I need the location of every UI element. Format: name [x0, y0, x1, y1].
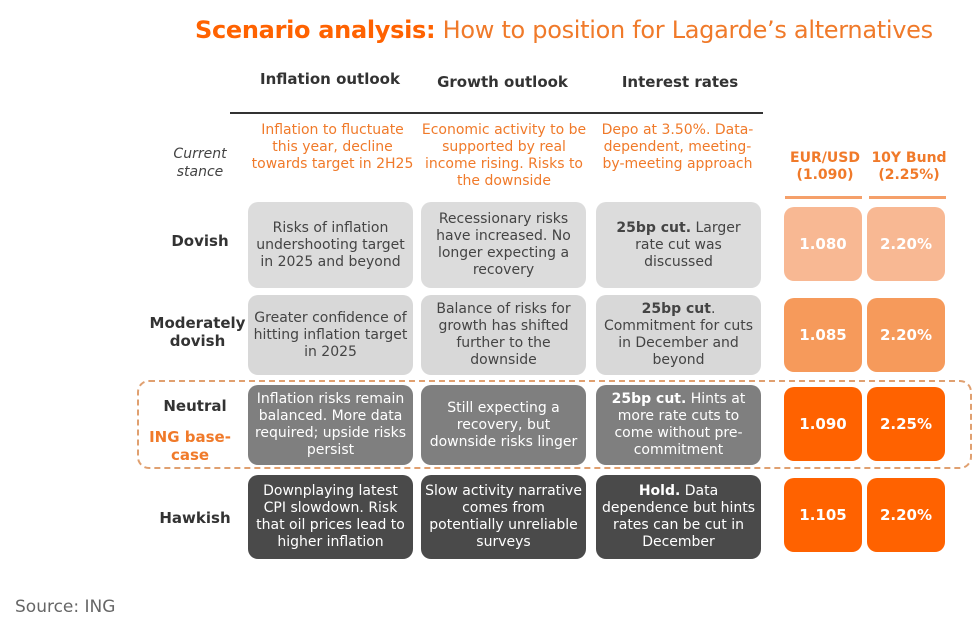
- row-label-dovish: Dovish: [171, 232, 229, 250]
- eurusd-header: EUR/USD (1.090): [790, 150, 860, 183]
- bund-header: 10Y Bund (2.25%): [871, 150, 947, 183]
- neutral-bund: 2.25%: [867, 387, 945, 461]
- title-bold: Scenario analysis:: [195, 16, 436, 44]
- col-header-inflation: Inflation outlook: [260, 70, 400, 88]
- dovish-rates: 25bp cut. Larger rate cut was discussed: [596, 202, 761, 288]
- row-label-neutral: Neutral: [163, 397, 227, 415]
- current-growth: Economic activity to be supported by rea…: [421, 122, 587, 189]
- moddovish-rates: 25bp cut. Commitment for cuts in Decembe…: [596, 295, 761, 375]
- row-label-moderately-dovish: Moderately dovish: [149, 314, 246, 350]
- header-divider: [230, 112, 763, 114]
- hawkish-bund: 2.20%: [867, 478, 945, 552]
- source-note: Source: ING: [15, 597, 116, 617]
- base-case-highlight: [137, 380, 972, 469]
- row-label-hawkish: Hawkish: [159, 509, 231, 527]
- neutral-growth: Still expecting a recovery, but downside…: [421, 385, 586, 465]
- moddovish-growth: Balance of risks for growth has shifted …: [421, 295, 586, 375]
- hawkish-rates: Hold. Data dependence but hints rates ca…: [596, 475, 761, 559]
- current-inflation: Inflation to fluctuate this year, declin…: [251, 122, 414, 172]
- hawkish-eurusd: 1.105: [784, 478, 862, 552]
- eurusd-divider: [785, 196, 862, 199]
- bund-divider: [869, 196, 946, 199]
- neutral-inflation: Inflation risks remain balanced. More da…: [248, 385, 413, 465]
- dovish-bund: 2.20%: [867, 207, 945, 281]
- col-header-growth: Growth outlook: [437, 73, 568, 91]
- title-rest: How to position for Lagarde’s alternativ…: [435, 16, 933, 44]
- neutral-eurusd: 1.090: [784, 387, 862, 461]
- moddovish-inflation: Greater confidence of hitting inflation …: [248, 295, 413, 375]
- dovish-inflation: Risks of inflation undershooting target …: [248, 202, 413, 288]
- ing-base-case-label: ING base-case: [149, 428, 231, 464]
- col-header-rates: Interest rates: [621, 73, 739, 91]
- page-title: Scenario analysis: How to position for L…: [195, 16, 933, 44]
- moddovish-bund: 2.20%: [867, 298, 945, 372]
- hawkish-inflation: Downplaying latest CPI slowdown. Risk th…: [248, 475, 413, 559]
- dovish-eurusd: 1.080: [784, 207, 862, 281]
- dovish-growth: Recessionary risks have increased. No lo…: [421, 202, 586, 288]
- moddovish-eurusd: 1.085: [784, 298, 862, 372]
- current-stance-label: Current stance: [173, 146, 227, 180]
- current-rates: Depo at 3.50%. Data-dependent, meeting-b…: [601, 122, 754, 172]
- neutral-rates: 25bp cut. Hints at more rate cuts to com…: [596, 385, 761, 465]
- hawkish-growth: Slow activity narrative comes from poten…: [421, 475, 586, 559]
